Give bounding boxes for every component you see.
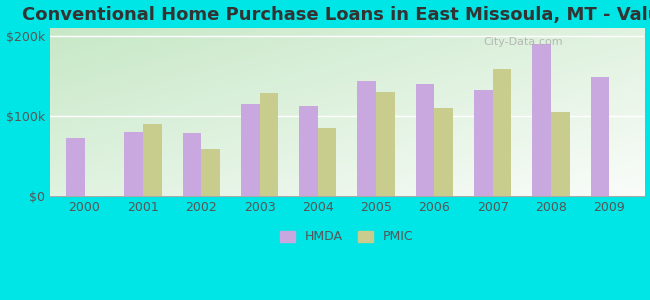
- Bar: [376, 92, 395, 196]
- Bar: [532, 44, 551, 196]
- Bar: [241, 104, 259, 196]
- Bar: [551, 112, 570, 196]
- Bar: [434, 108, 453, 196]
- Bar: [474, 90, 493, 196]
- Bar: [493, 70, 512, 196]
- Text: City-Data.com: City-Data.com: [484, 37, 564, 47]
- Bar: [66, 138, 84, 196]
- Bar: [416, 84, 434, 196]
- Bar: [143, 124, 161, 196]
- Bar: [183, 134, 202, 196]
- Bar: [318, 128, 337, 196]
- Bar: [202, 149, 220, 196]
- Bar: [299, 106, 318, 196]
- Bar: [259, 94, 278, 196]
- Bar: [124, 132, 143, 196]
- Title: Conventional Home Purchase Loans in East Missoula, MT - Value: Conventional Home Purchase Loans in East…: [21, 6, 650, 24]
- Legend: HMDA, PMIC: HMDA, PMIC: [275, 225, 419, 248]
- Bar: [591, 77, 610, 196]
- Bar: [358, 82, 376, 196]
